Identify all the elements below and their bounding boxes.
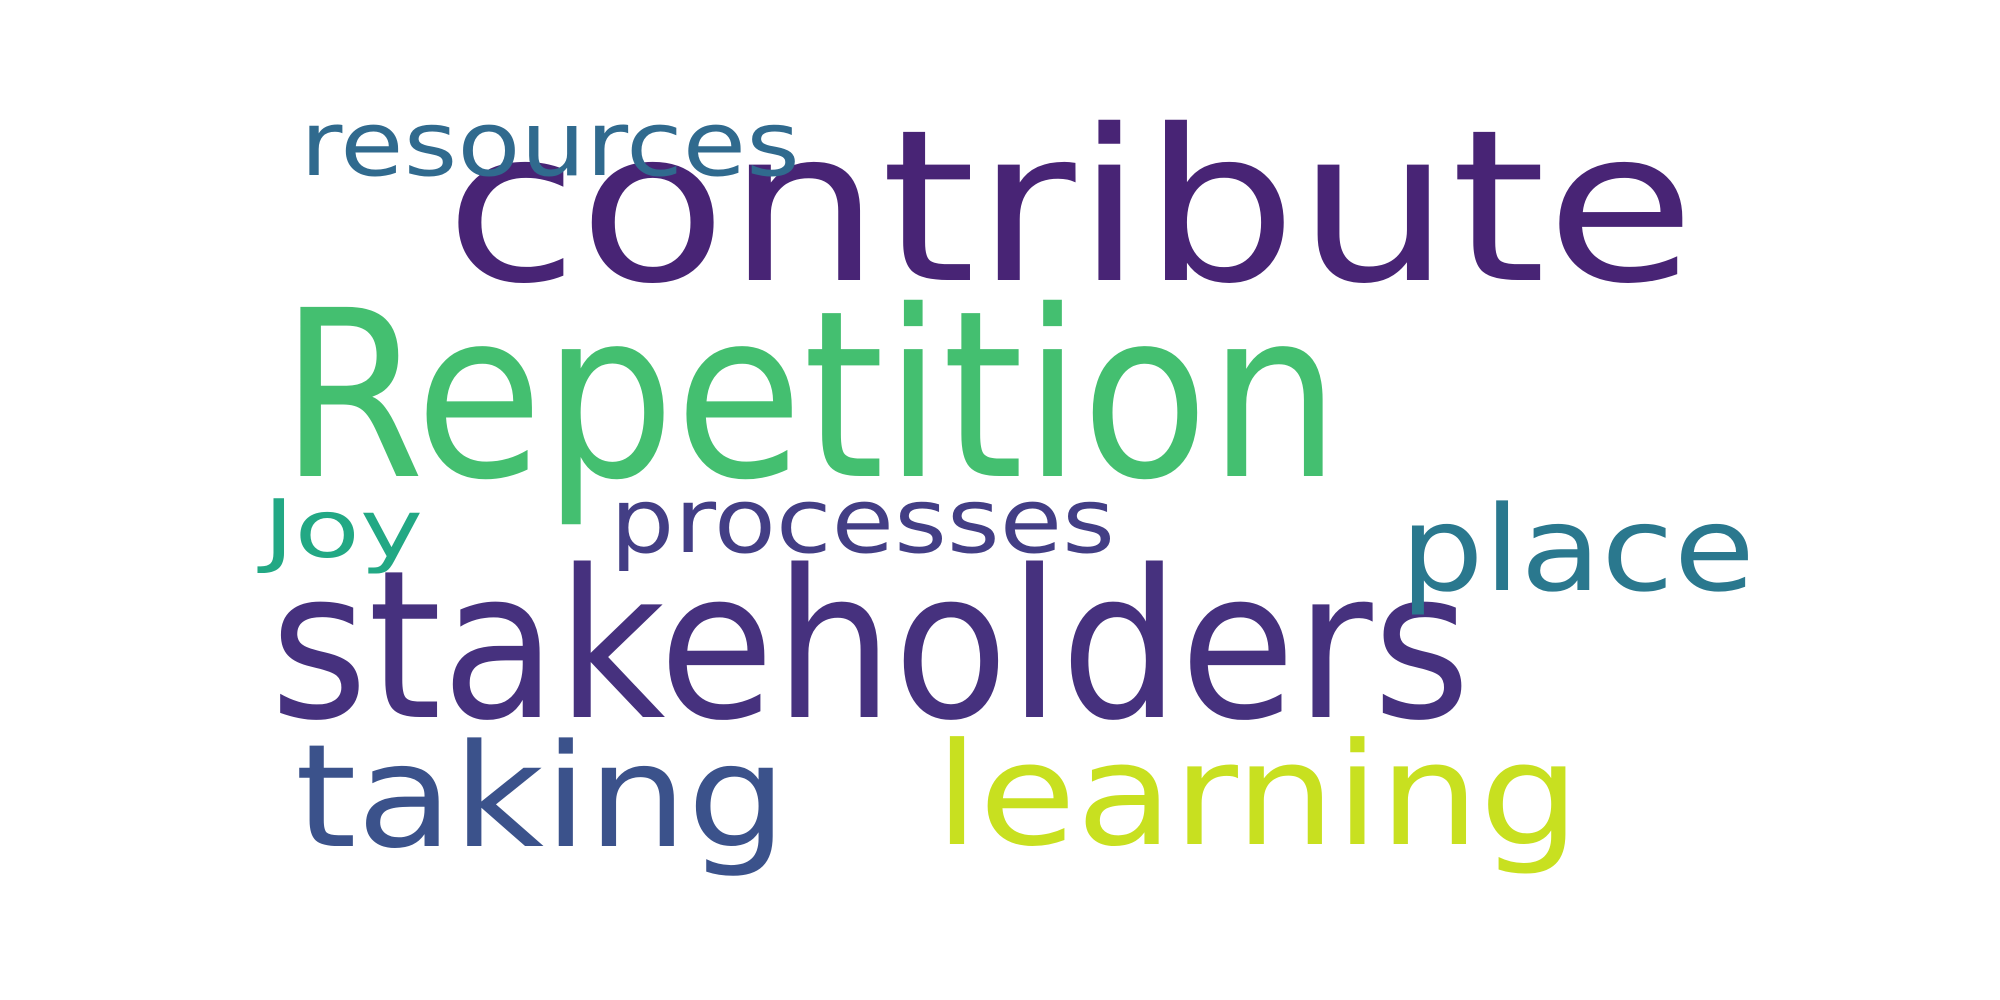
word-learning: learning xyxy=(935,713,1580,878)
word-stakeholders: stakeholders xyxy=(270,526,1471,766)
word-repetition: Repetition xyxy=(280,261,1341,531)
word-place: place xyxy=(1400,480,1755,618)
word-joy: Joy xyxy=(263,483,424,576)
word-contribute: contribute xyxy=(445,84,1696,330)
word-taking: taking xyxy=(295,713,787,880)
word-resources: resources xyxy=(300,92,800,197)
word-processes: processes xyxy=(610,469,1116,574)
